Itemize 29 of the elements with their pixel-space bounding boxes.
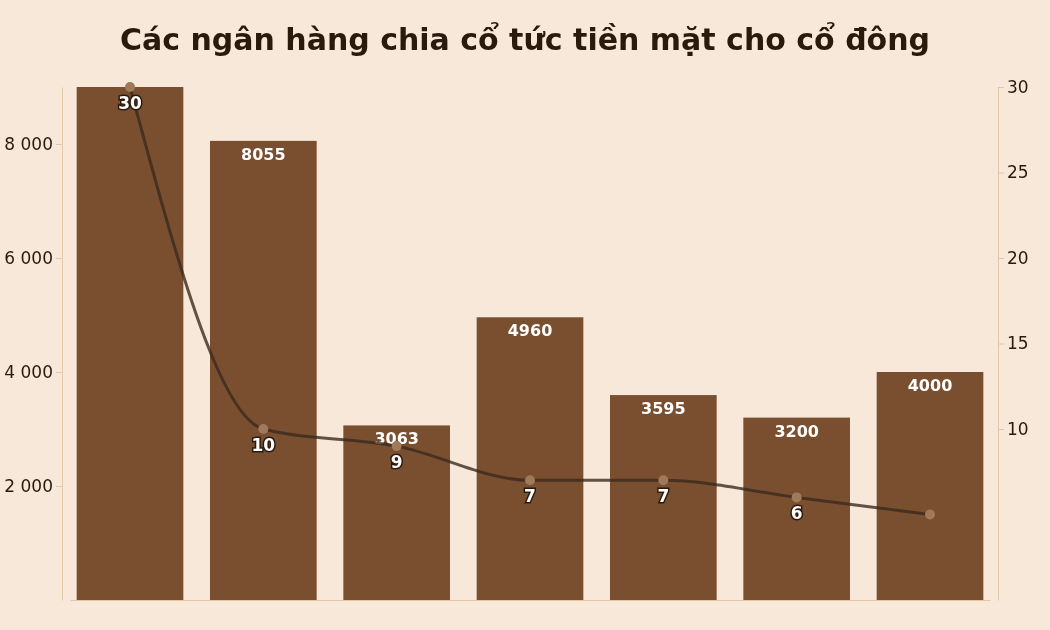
bar <box>743 417 850 600</box>
data-label: 4960 <box>507 321 553 341</box>
data-label: 6 <box>790 503 803 524</box>
data-label: 8055 <box>241 144 286 164</box>
y2-tick-label: 20 <box>1007 247 1029 268</box>
bar <box>476 317 584 600</box>
data-label: 10 <box>251 435 276 455</box>
y2-tick-label: 25 <box>1007 162 1029 183</box>
data-label: 3200 <box>774 421 819 441</box>
chart-title: Các ngân hàng chia cổ tức tiền mặt cho cổ đông <box>119 22 931 57</box>
y-tick-label: 6 000 <box>4 247 53 268</box>
bar <box>876 372 984 600</box>
y2-tick-label: 15 <box>1007 333 1029 354</box>
y2-tick-label: 30 <box>1007 76 1029 97</box>
y-tick-label: 2 000 <box>4 475 53 496</box>
data-label: 9 <box>390 452 403 473</box>
data-label: 3595 <box>641 399 686 419</box>
bar <box>210 140 317 600</box>
bar <box>76 87 184 600</box>
bar <box>610 395 717 600</box>
data-label: 30 <box>118 93 142 113</box>
bar <box>343 425 450 600</box>
y-tick-label: 4 000 <box>4 361 53 382</box>
data-label: 7 <box>657 486 670 507</box>
data-label: 7 <box>524 486 536 507</box>
y2-tick-label: 10 <box>1007 418 1029 439</box>
data-label: 3063 <box>374 429 419 449</box>
y-tick-label: 8 000 <box>4 133 53 154</box>
data-label: 4000 <box>907 376 953 395</box>
